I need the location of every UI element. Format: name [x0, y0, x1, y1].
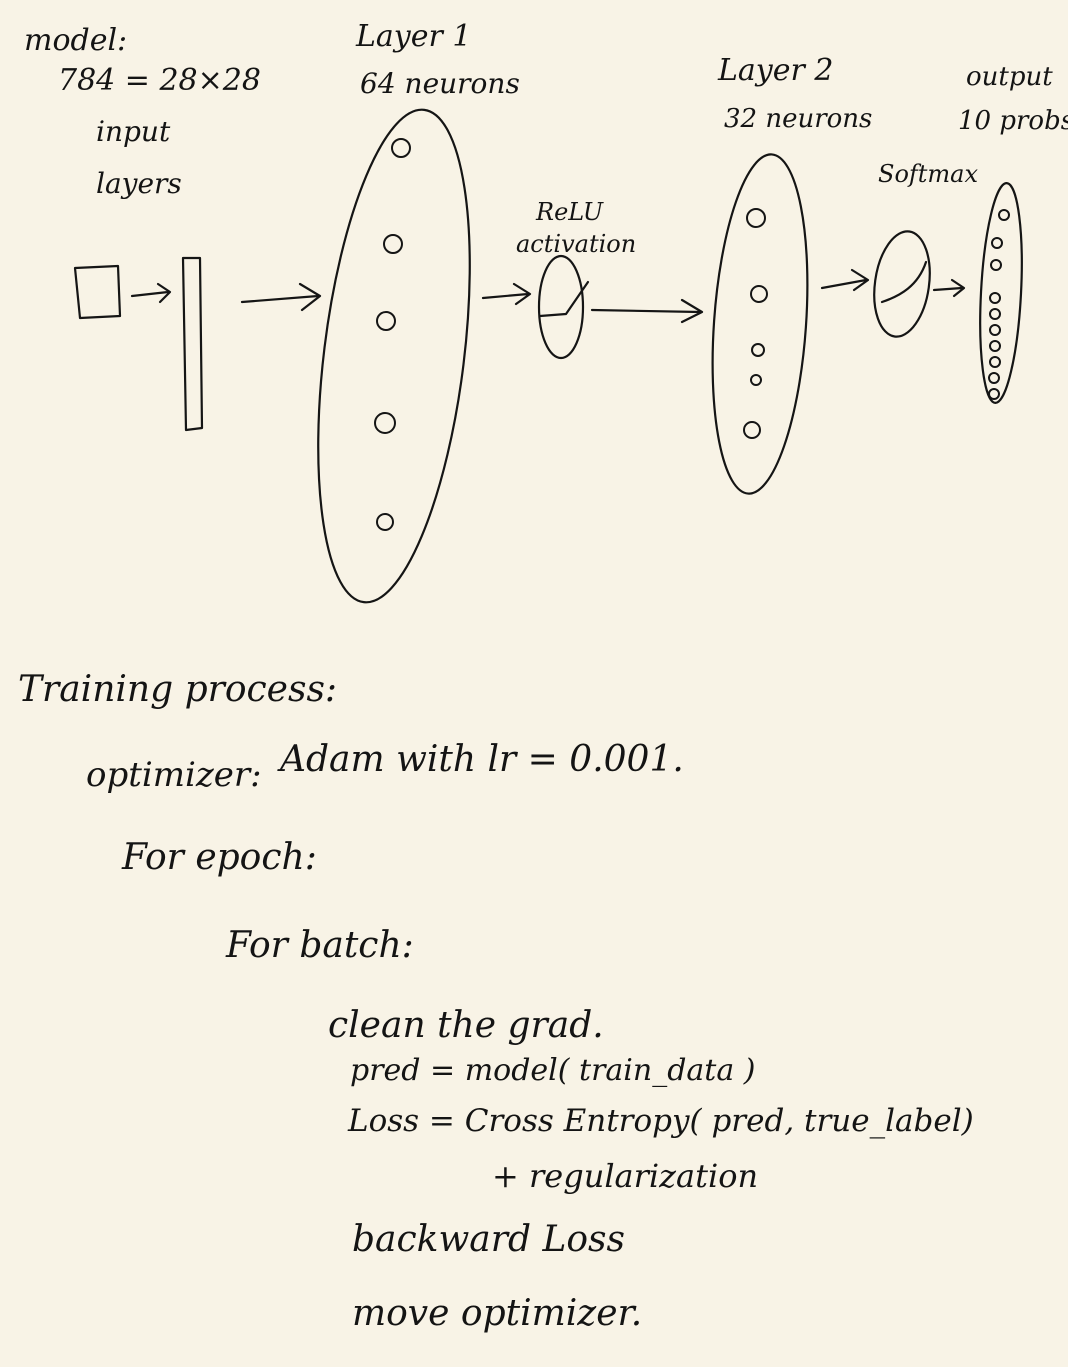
arrow-relu-to-layer2	[590, 298, 704, 324]
input-label: input	[96, 115, 171, 148]
layer2-neuron	[746, 208, 766, 228]
arrow-vector-to-layer1	[240, 282, 322, 312]
relu-label: ReLU	[536, 198, 604, 226]
step-clear-grad: clean the grad.	[328, 1005, 604, 1046]
softmax-ellipse	[873, 230, 931, 338]
layer1-ellipse	[317, 108, 471, 604]
layer1-neuron	[391, 138, 411, 158]
input-dimension-label: 784 = 28×28	[58, 63, 261, 98]
output-neuron	[988, 388, 1000, 400]
input-vector-bar	[181, 256, 204, 432]
output-neuron	[989, 340, 1001, 352]
layer2-neuron	[750, 374, 762, 386]
step-move-optimizer: move optimizer.	[352, 1293, 643, 1334]
output-neuron	[988, 372, 1000, 384]
layer1-title: Layer 1	[356, 19, 472, 54]
layer2-neuron-count: 32 neurons	[724, 104, 873, 134]
layer2-ellipse	[711, 153, 809, 495]
output-neuron	[990, 259, 1002, 271]
step-loss: Loss = Cross Entropy( pred, true_label)	[348, 1103, 974, 1139]
model-heading: model:	[24, 23, 128, 58]
activation-label: activation	[516, 230, 637, 258]
step-backward: backward Loss	[352, 1219, 625, 1260]
step-prediction: pred = model( train_data )	[350, 1053, 756, 1088]
output-neuron	[989, 324, 1001, 336]
output-neuron	[989, 308, 1001, 320]
step-regularization: + regularization	[492, 1157, 759, 1195]
layer2-neuron	[750, 285, 768, 303]
softmax-curve	[880, 260, 928, 304]
output-neuron	[998, 209, 1010, 221]
output-ellipse	[979, 182, 1023, 404]
input-image-square	[73, 264, 122, 320]
for-batch-line: For batch:	[226, 925, 414, 966]
layer1-neuron	[376, 311, 396, 331]
optimizer-label: optimizer:	[86, 755, 262, 795]
layer2-neuron	[751, 343, 765, 357]
layer1-neuron-count: 64 neurons	[360, 67, 520, 100]
layer1-neuron	[383, 234, 403, 254]
training-heading: Training process:	[18, 669, 338, 710]
layers-label: layers	[96, 167, 182, 200]
relu-curve	[538, 280, 590, 318]
arrow-layer2-to-softmax	[820, 268, 870, 292]
layer1-neuron	[376, 513, 394, 531]
arrow-layer1-to-relu	[481, 282, 532, 306]
layer1-neuron	[374, 412, 396, 434]
output-neuron	[989, 292, 1001, 304]
output-neuron	[991, 237, 1003, 249]
output-neuron	[989, 356, 1001, 368]
output-probs-label: 10 probs	[958, 106, 1068, 136]
layer2-neuron	[743, 421, 761, 439]
optimizer-value: Adam with lr = 0.001.	[280, 739, 684, 780]
arrow-input-to-vector	[130, 282, 172, 304]
relu-ellipse	[537, 254, 585, 360]
output-title: output	[966, 62, 1053, 92]
arrow-softmax-to-output	[932, 278, 966, 298]
softmax-label: Softmax	[878, 160, 979, 188]
for-epoch-line: For epoch:	[122, 837, 317, 878]
layer2-title: Layer 2	[718, 53, 834, 88]
